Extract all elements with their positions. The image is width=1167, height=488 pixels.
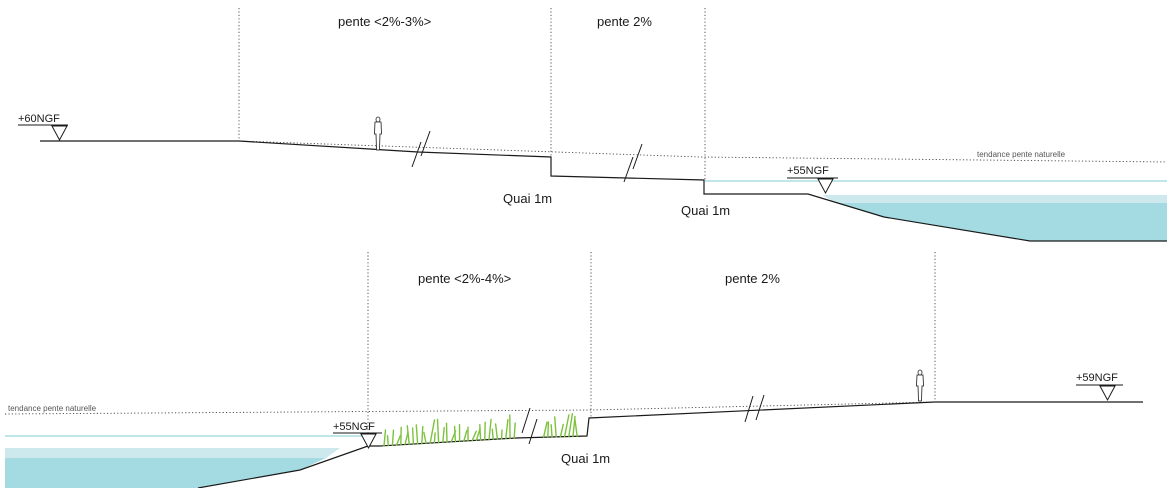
- reed-stroke: [436, 418, 440, 444]
- top-quai-label-1: Quai 1m: [503, 191, 552, 206]
- reed-stroke: [505, 419, 509, 440]
- reed-stroke: [550, 424, 553, 438]
- level-label-59: +59NGF: [1076, 372, 1118, 384]
- break-mark-icon: [623, 143, 643, 183]
- reed-stroke: [559, 423, 564, 438]
- reed-icon: [383, 413, 578, 447]
- reed-stroke: [494, 423, 499, 440]
- reed-stroke: [406, 425, 410, 445]
- reed-stroke: [563, 414, 570, 438]
- level-marker-icon: [360, 433, 377, 450]
- reed-stroke: [415, 424, 419, 445]
- bottom-slope-label-1: pente <2%-4%>: [418, 271, 511, 286]
- break-mark-icon: [521, 407, 538, 445]
- top-quai-label-2: Quai 1m: [681, 203, 730, 218]
- reed-stroke: [433, 432, 436, 444]
- reed-stroke: [453, 425, 457, 443]
- level-marker-icon: [817, 178, 834, 195]
- reed-stroke: [554, 416, 557, 438]
- reed-stroke: [568, 413, 574, 438]
- reed-stroke: [391, 429, 395, 446]
- break-mark-icon: [411, 130, 431, 168]
- reed-stroke: [488, 418, 492, 441]
- level-label-60: +60NGF: [18, 113, 60, 125]
- person-icon: [374, 116, 382, 151]
- reed-stroke: [386, 435, 389, 447]
- reed-stroke: [491, 428, 494, 440]
- level-marker-icon: [51, 125, 68, 142]
- reed-stroke: [542, 421, 548, 438]
- top-slope-label-2: pente 2%: [597, 14, 652, 29]
- reed-stroke: [445, 422, 448, 443]
- level-marker-icon: [1099, 385, 1116, 402]
- top-section: +60NGF +55NGF pente <2%-3%> pente 2% Qua…: [18, 8, 1167, 242]
- reed-stroke: [574, 418, 578, 437]
- bottom-water-body: [5, 458, 326, 488]
- bottom-trend-label: tendance pente naturelle: [8, 404, 97, 413]
- reed-stroke: [383, 429, 387, 447]
- level-label-55-top: +55NGF: [787, 165, 829, 177]
- reed-stroke: [411, 427, 415, 445]
- top-trend-label: tendance pente naturelle: [977, 150, 1066, 159]
- bottom-slope-label-2: pente 2%: [725, 271, 780, 286]
- reed-stroke: [547, 421, 550, 438]
- break-mark-icon: [744, 394, 765, 423]
- top-water-body: [836, 203, 1167, 241]
- reed-stroke: [471, 430, 477, 442]
- reed-stroke: [395, 435, 401, 446]
- bottom-water-light-band: [5, 448, 340, 458]
- reed-stroke: [513, 422, 516, 439]
- reed-stroke: [442, 426, 445, 443]
- reed-stroke: [463, 429, 468, 442]
- top-water-light-band: [822, 195, 1167, 203]
- bottom-section: +55NGF +59NGF pente <2%-4%> pente 2% Qua…: [4, 252, 1143, 488]
- level-label-55-bottom: +55NGF: [333, 421, 375, 433]
- reed-stroke: [429, 419, 436, 444]
- top-slope-label-1: pente <2%-3%>: [338, 14, 431, 29]
- top-trend-line: [238, 140, 1167, 163]
- bottom-trend-line: [4, 401, 936, 415]
- reed-stroke: [479, 423, 482, 441]
- person-icon: [916, 369, 924, 402]
- top-ground-profile: [40, 140, 1167, 242]
- reed-stroke: [423, 431, 427, 444]
- bottom-quai-label: Quai 1m: [561, 451, 610, 466]
- bottom-ground-profile: [197, 401, 1143, 488]
- reed-stroke: [421, 425, 424, 445]
